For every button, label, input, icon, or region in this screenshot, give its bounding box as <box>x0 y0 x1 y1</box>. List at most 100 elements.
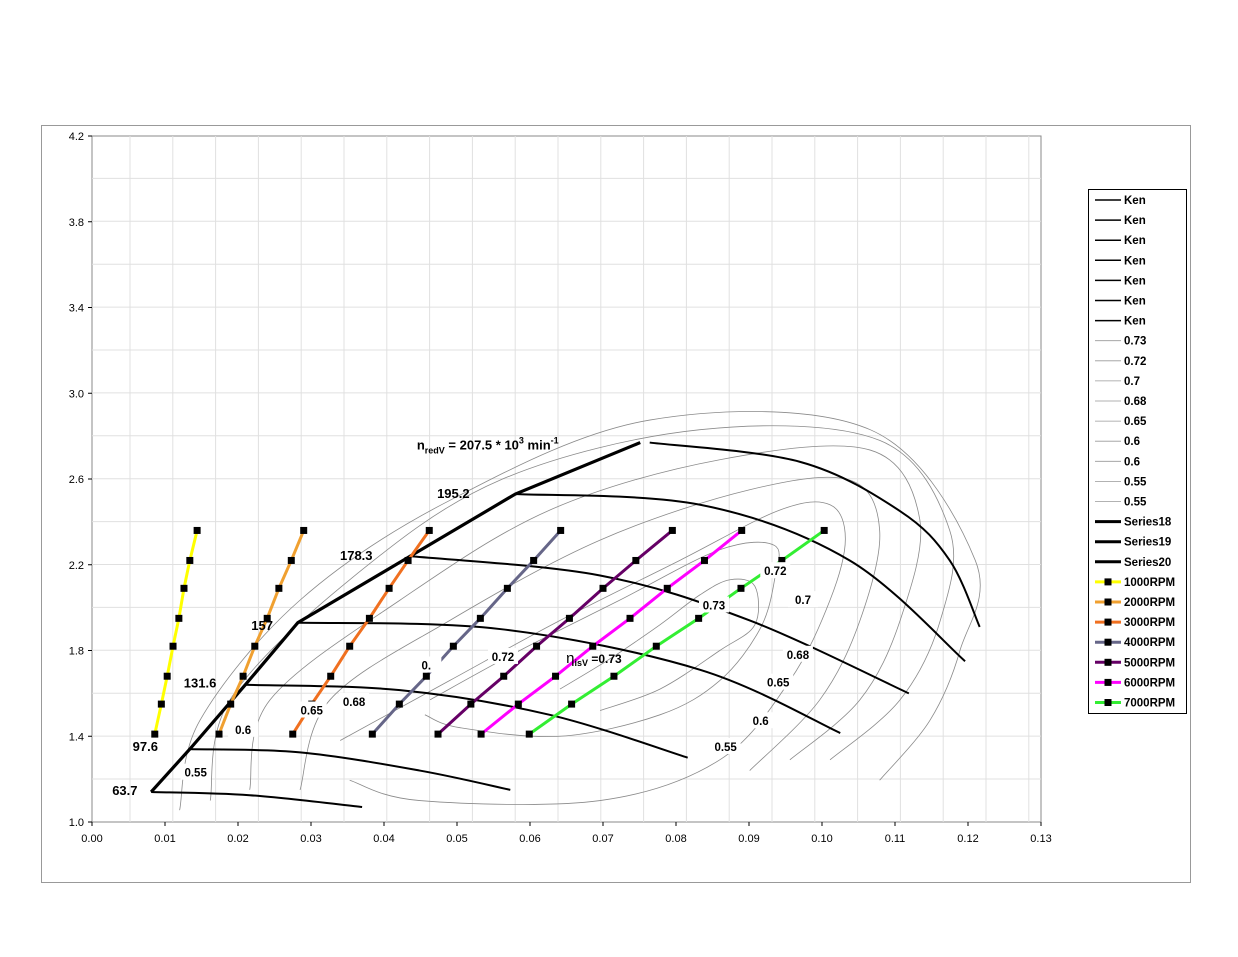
contour-label: 0.65 <box>301 706 324 718</box>
series-line-4000RPM <box>371 529 562 736</box>
data-point-marker <box>552 672 560 680</box>
data-point-marker <box>275 584 283 592</box>
contour-label: 0.68 <box>787 650 810 662</box>
data-point-marker <box>525 730 533 738</box>
legend-entry: Ken <box>1124 195 1146 207</box>
speed-title-unit_sup: -1 <box>551 436 559 446</box>
x-tick-label: 0.08 <box>665 833 686 845</box>
legend-entry: Ken <box>1124 316 1146 328</box>
data-point-marker <box>300 526 308 534</box>
speed-line-label: 97.6 <box>133 739 158 754</box>
speed-title-sub: redV <box>425 446 445 456</box>
speed-line <box>515 493 966 662</box>
speed-line-label: 63.7 <box>112 783 137 798</box>
data-point-marker <box>287 556 295 564</box>
efficiency-contour-0.65 <box>249 445 922 790</box>
axes: 0.00 0.01 0.02 0.03 0.04 0.05 0.06 0.07 0.08 0.09… <box>69 131 1052 845</box>
annotations: 63.7 97.6 131.6 157 178.3 195.2 0.55 0.6 0.65 0.6… <box>112 436 819 798</box>
data-point-marker <box>626 614 634 622</box>
data-point-marker <box>467 700 475 708</box>
efficiency-contour-0.73 <box>559 578 759 711</box>
y-tick-label: 1.4 <box>69 731 84 743</box>
contour-label-background <box>339 692 370 709</box>
data-point-marker <box>263 614 271 622</box>
speed-title-mid: = 207.5 * 10 <box>445 438 519 453</box>
y-tick-label: 3.0 <box>69 388 84 400</box>
data-point-marker <box>599 584 607 592</box>
x-tick-label: 0.11 <box>885 833 906 845</box>
legend-entry: 0.7 <box>1124 376 1140 388</box>
data-point-marker <box>700 556 708 564</box>
contour-label-background <box>782 645 813 662</box>
x-tick-label: 0.10 <box>811 833 832 845</box>
legend-entry: Ken <box>1124 275 1146 287</box>
x-tick-label: 0.07 <box>592 833 613 845</box>
contour-label: 0.55 <box>714 742 737 754</box>
data-point-marker <box>395 700 403 708</box>
data-point-marker <box>404 556 412 564</box>
contour-label: 0.65 <box>767 678 790 690</box>
data-point-marker <box>557 526 565 534</box>
contour-label: 0.72 <box>492 652 514 664</box>
legend-entry: 0.65 <box>1124 416 1147 428</box>
contour-label-background <box>296 701 327 718</box>
efficiency-title-sub: isV <box>574 658 588 668</box>
data-point-marker <box>738 526 746 534</box>
data-point-marker <box>568 700 576 708</box>
legend-entry: Ken <box>1124 235 1146 247</box>
contour-label-background <box>745 712 776 729</box>
data-point-marker <box>215 730 223 738</box>
data-point-marker <box>289 730 297 738</box>
x-tick-label: 0.12 <box>957 833 978 845</box>
speed-line-label: 178.3 <box>340 548 373 563</box>
legend-entry: Ken <box>1124 296 1146 308</box>
data-point-marker <box>151 730 159 738</box>
data-point-marker <box>365 614 373 622</box>
speed-line <box>410 555 910 695</box>
x-tick-label: 0.09 <box>738 833 759 845</box>
efficiency-title: ηisV =0.73 <box>566 650 622 668</box>
efficiency-contour-0.72 <box>424 541 780 738</box>
series-line-5000RPM <box>437 529 674 736</box>
data-point-marker <box>695 614 703 622</box>
data-point-marker <box>157 700 165 708</box>
data-point-marker <box>668 526 676 534</box>
data-point-marker <box>425 526 433 534</box>
legend-entry: 7000RPM <box>1124 698 1175 710</box>
x-tick-label: 0.00 <box>81 833 102 845</box>
data-point-marker <box>422 672 430 680</box>
legend-entry: 4000RPM <box>1124 637 1175 649</box>
data-point-marker <box>530 556 538 564</box>
contour-label-background <box>228 720 259 737</box>
x-tick-label: 0.01 <box>154 833 175 845</box>
data-point-marker <box>477 730 485 738</box>
speed-title-sup: 3 <box>519 436 524 446</box>
legend-entry: 6000RPM <box>1124 677 1175 689</box>
x-tick-label: 0.06 <box>519 833 540 845</box>
legend-entry: Ken <box>1124 255 1146 267</box>
legend-entry: Series18 <box>1124 517 1172 529</box>
x-tick-label: 0.05 <box>446 833 467 845</box>
surge-line <box>149 441 641 794</box>
data-point-marker <box>565 614 573 622</box>
legend-entry: 0.73 <box>1124 336 1146 348</box>
contour-label: 0.6 <box>753 716 769 728</box>
legend-entry: 0.6 <box>1124 456 1140 468</box>
legend-marker <box>1104 598 1112 606</box>
legend-entry: 3000RPM <box>1124 617 1175 629</box>
speed-line <box>189 748 511 791</box>
contour-label: 0. <box>422 661 432 673</box>
speed-title-unit: min <box>524 438 551 453</box>
contour-label: 0.55 <box>184 768 207 780</box>
contour-label: 0.7 <box>795 595 811 607</box>
legend-marker <box>1104 658 1112 666</box>
efficiency-title-rest: =0.73 <box>588 652 622 666</box>
data-point-marker <box>449 642 457 650</box>
data-point-marker <box>589 642 597 650</box>
y-tick-label: 1.0 <box>69 817 84 829</box>
legend-entry: Ken <box>1124 215 1146 227</box>
x-tick-label: 0.03 <box>300 833 321 845</box>
legend-marker <box>1104 678 1112 686</box>
data-point-marker <box>180 584 188 592</box>
